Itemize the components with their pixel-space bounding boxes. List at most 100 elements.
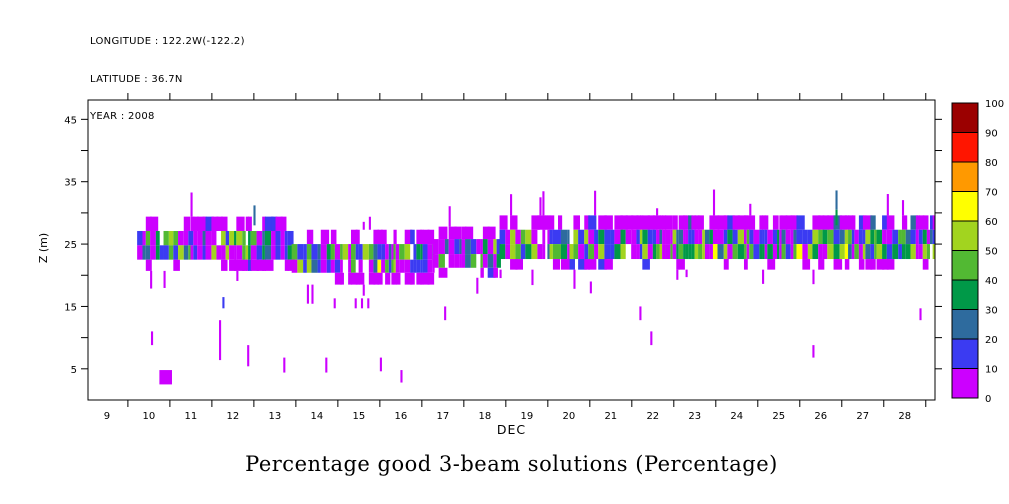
- heatmap-cell: [678, 259, 685, 270]
- heatmap-cell: [193, 216, 199, 231]
- heatmap-cell: [350, 244, 356, 260]
- heatmap-cell: [248, 216, 252, 231]
- x-tick-label: 12: [227, 411, 240, 422]
- heatmap-cell: [245, 259, 250, 271]
- heatmap-cell: [480, 239, 483, 255]
- heatmap-cell: [865, 259, 873, 270]
- heatmap-cell: [905, 229, 911, 245]
- heatmap-cell: [221, 259, 228, 271]
- heatmap-cell: [876, 229, 883, 245]
- heatmap-cell: [178, 230, 184, 246]
- heatmap-cell: [211, 230, 217, 246]
- heatmap-cell: [610, 229, 615, 245]
- heatmap-cell: [683, 229, 686, 245]
- heatmap-cell: [712, 215, 720, 230]
- heatmap-cell: [848, 229, 852, 245]
- heatmap-cell: [567, 229, 570, 245]
- isolated-mark: [283, 357, 286, 373]
- heatmap-cell: [236, 259, 245, 271]
- heatmap-cell: [678, 244, 684, 260]
- heatmap-cell: [767, 229, 773, 245]
- colorbar-tick-label: 50: [985, 247, 998, 258]
- heatmap-cell: [150, 216, 159, 231]
- heatmap-spike: [542, 191, 545, 216]
- heatmap-cell: [833, 244, 840, 260]
- heatmap-cell: [636, 244, 640, 260]
- heatmap-cell: [685, 244, 689, 260]
- metadata-longitude: LONGITUDE : 122.2W(-122.2): [90, 36, 245, 47]
- metadata-year: YEAR : 2008: [90, 111, 155, 122]
- y-axis-label: Z (m): [37, 232, 50, 264]
- heatmap-cell: [145, 259, 152, 271]
- heatmap-cell: [642, 259, 650, 270]
- heatmap-cell: [685, 215, 690, 230]
- heatmap-cell: [173, 259, 180, 271]
- heatmap-cell: [822, 215, 830, 230]
- heatmap-cell: [350, 229, 358, 245]
- heatmap-spike: [685, 269, 688, 278]
- heatmap-cell: [874, 229, 877, 245]
- heatmap-cell: [584, 215, 590, 230]
- heatmap-cell: [662, 229, 666, 245]
- heatmap-cell: [236, 245, 243, 260]
- heatmap-cell: [221, 230, 226, 246]
- heatmap-cell: [683, 244, 686, 260]
- heatmap-spike: [362, 221, 365, 230]
- heatmap-cell: [743, 244, 747, 260]
- x-tick-label: 19: [520, 411, 533, 422]
- heatmap-cell: [461, 254, 466, 268]
- heatmap-cell: [905, 244, 911, 260]
- heatmap-cell: [432, 254, 439, 268]
- heatmap-cell: [552, 244, 559, 260]
- heatmap-cell: [377, 272, 383, 285]
- metadata-block: LONGITUDE : 122.2W(-122.2) LATITUDE : 36…: [90, 11, 245, 136]
- heatmap-cell: [851, 229, 855, 245]
- heatmap-cell: [833, 259, 843, 270]
- heatmap-cell: [753, 244, 760, 260]
- heatmap-cell: [688, 215, 693, 230]
- heatmap-cell: [482, 254, 488, 268]
- heatmap-cell: [910, 215, 918, 230]
- heatmap-cell: [691, 215, 696, 230]
- heatmap-cell: [851, 215, 856, 230]
- heatmap-cell: [183, 245, 189, 260]
- heatmap-cell: [236, 230, 243, 246]
- heatmap-cell: [256, 245, 263, 260]
- x-tick-label: 15: [352, 411, 365, 422]
- heatmap-cell: [549, 229, 553, 245]
- heatmap-cell: [480, 254, 483, 268]
- heatmap-cell: [480, 267, 484, 278]
- heatmap-cell: [922, 229, 927, 245]
- heatmap-cell: [659, 244, 663, 260]
- heatmap-cell: [790, 215, 795, 230]
- heatmap-cell: [569, 244, 574, 260]
- heatmap-cell: [862, 229, 866, 245]
- metadata-latitude: LATITUDE : 36.7N: [90, 73, 183, 85]
- x-tick-label: 25: [772, 411, 785, 422]
- heatmap-cell: [242, 245, 246, 260]
- heatmap-cell: [330, 229, 337, 245]
- heatmap-cell: [385, 259, 389, 273]
- heatmap-spike: [573, 269, 576, 289]
- heatmap-cell: [355, 272, 360, 285]
- heatmap-cell: [691, 244, 695, 260]
- heatmap-cell: [393, 244, 396, 260]
- heatmap-cell: [709, 229, 713, 245]
- heatmap-cell: [749, 244, 754, 260]
- heatmap-cell: [229, 230, 235, 246]
- heatmap-spike: [163, 270, 166, 288]
- x-tick-label: 20: [562, 411, 575, 422]
- heatmap-spike: [236, 270, 239, 281]
- isolated-mark: [159, 370, 172, 385]
- heatmap-cell: [510, 244, 516, 260]
- heatmap-cell: [229, 259, 237, 271]
- heatmap-cell: [163, 230, 169, 246]
- heatmap-cell: [410, 259, 414, 273]
- heatmap-cell: [275, 216, 283, 231]
- heatmap-spike: [712, 189, 716, 216]
- colorbar-segment: [951, 309, 979, 340]
- heatmap-cell: [420, 272, 424, 285]
- heatmap-cell: [264, 245, 272, 260]
- heatmap-cell: [922, 215, 929, 230]
- heatmap-cell: [642, 215, 650, 230]
